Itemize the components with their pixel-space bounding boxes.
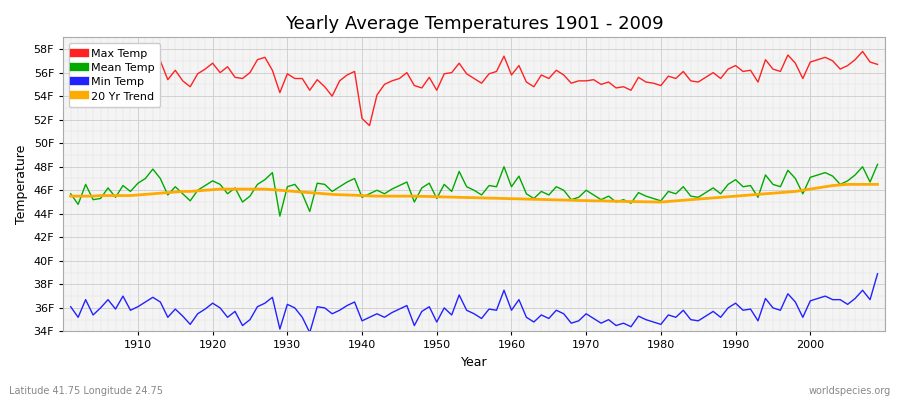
Max Temp	[364, 123, 375, 128]
Min Temp	[304, 330, 315, 335]
Mean Temp	[274, 214, 285, 218]
Line: Mean Temp: Mean Temp	[71, 164, 878, 216]
Max Temp	[857, 49, 868, 54]
Text: worldspecies.org: worldspecies.org	[809, 386, 891, 396]
Mean Temp	[342, 180, 353, 184]
Legend: Max Temp, Mean Temp, Min Temp, 20 Yr Trend: Max Temp, Mean Temp, Min Temp, 20 Yr Tre…	[68, 43, 160, 107]
Mean Temp	[506, 184, 517, 189]
Min Temp	[514, 297, 525, 302]
Min Temp	[603, 317, 614, 322]
20 Yr Trend	[499, 196, 509, 201]
Max Temp	[506, 72, 517, 77]
Min Temp	[872, 271, 883, 276]
Max Temp	[514, 63, 525, 68]
Min Temp	[125, 308, 136, 313]
20 Yr Trend	[506, 196, 517, 201]
Max Temp	[334, 78, 345, 83]
Max Temp	[290, 76, 301, 81]
20 Yr Trend	[842, 182, 853, 187]
Line: Max Temp: Max Temp	[71, 52, 878, 126]
20 Yr Trend	[655, 200, 666, 204]
Max Temp	[66, 90, 77, 95]
Min Temp	[506, 308, 517, 313]
Title: Yearly Average Temperatures 1901 - 2009: Yearly Average Temperatures 1901 - 2009	[284, 15, 663, 33]
Max Temp	[872, 62, 883, 67]
20 Yr Trend	[125, 193, 136, 198]
Max Temp	[603, 80, 614, 84]
Mean Temp	[66, 191, 77, 196]
Mean Temp	[125, 189, 136, 194]
20 Yr Trend	[290, 189, 301, 194]
Mean Temp	[872, 162, 883, 167]
Y-axis label: Temperature: Temperature	[15, 145, 28, 224]
Mean Temp	[514, 174, 525, 178]
Max Temp	[125, 96, 136, 101]
X-axis label: Year: Year	[461, 356, 488, 369]
Line: Min Temp: Min Temp	[71, 274, 878, 332]
20 Yr Trend	[596, 198, 607, 203]
Min Temp	[342, 303, 353, 308]
Line: 20 Yr Trend: 20 Yr Trend	[71, 184, 878, 202]
20 Yr Trend	[334, 192, 345, 197]
Mean Temp	[297, 191, 308, 196]
Min Temp	[66, 304, 77, 309]
20 Yr Trend	[872, 182, 883, 187]
Mean Temp	[603, 194, 614, 198]
20 Yr Trend	[66, 194, 77, 198]
Min Temp	[290, 306, 301, 310]
Text: Latitude 41.75 Longitude 24.75: Latitude 41.75 Longitude 24.75	[9, 386, 163, 396]
